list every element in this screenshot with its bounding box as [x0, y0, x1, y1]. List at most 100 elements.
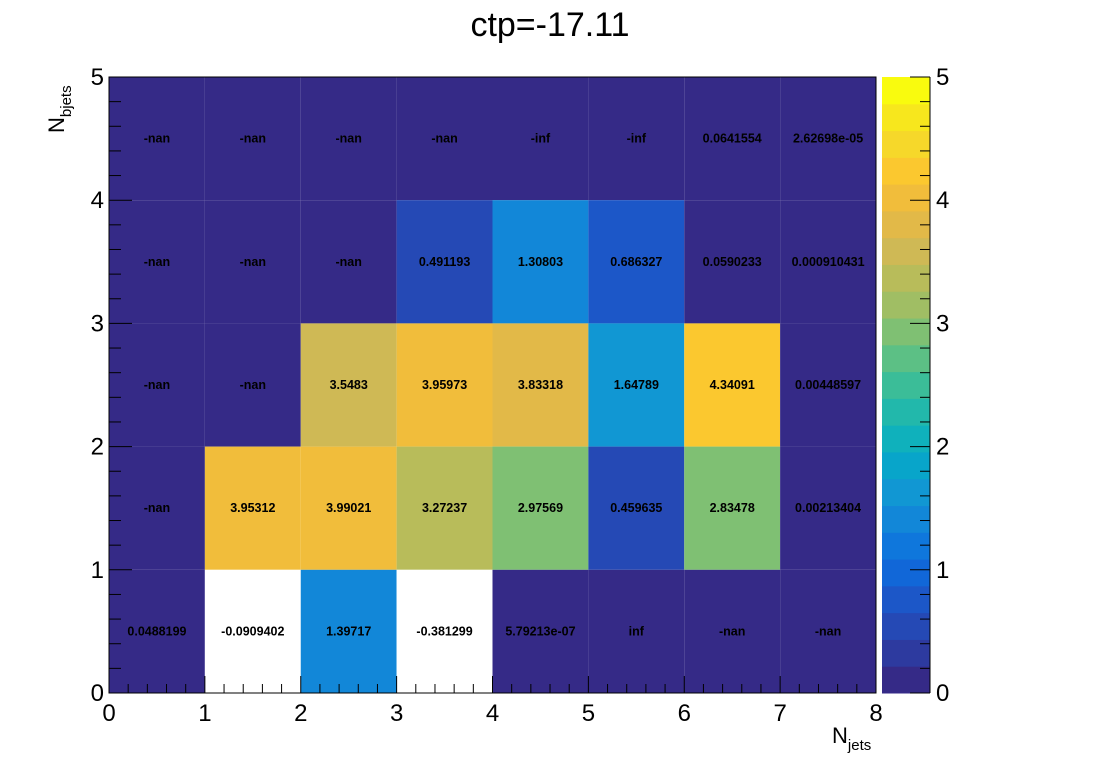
colorbar-swatch — [882, 103, 930, 132]
colorbar-swatch — [882, 77, 930, 105]
x-tick-label: 0 — [102, 700, 115, 727]
heatmap-cell — [109, 323, 205, 447]
x-tick-label: 2 — [294, 700, 307, 727]
cell-value-label: 1.64789 — [614, 378, 659, 392]
cell-value-label: -0.381299 — [416, 624, 472, 638]
colorbar-swatch — [882, 237, 930, 265]
y-tick-label: 0 — [91, 680, 104, 707]
heatmap-cell — [204, 323, 301, 447]
heatmap-cell — [588, 569, 685, 693]
y-axis-label-main: N — [44, 117, 69, 133]
y-axis-label-sub: bjets — [58, 85, 75, 117]
cell-value-label: 1.30803 — [518, 255, 563, 269]
heatmap-cell — [492, 77, 589, 201]
x-axis-label-main: N — [832, 723, 848, 748]
colorbar-swatch — [882, 264, 930, 292]
x-axis-label-sub: jets — [847, 737, 871, 754]
colorbar-swatch — [882, 585, 930, 614]
heatmap-cell — [684, 200, 781, 324]
heatmap-cell — [396, 77, 493, 201]
heatmap-cells — [109, 77, 876, 693]
colorbar-swatch — [882, 130, 930, 158]
heatmap-cell — [588, 323, 685, 447]
cell-value-label: -0.0909402 — [221, 624, 284, 638]
cell-value-label: 0.0590233 — [703, 255, 762, 269]
colorbar-tick-label: 5 — [936, 64, 949, 91]
y-tick-label: 2 — [91, 434, 104, 461]
x-tick-label: 6 — [678, 700, 691, 727]
colorbar-tick-label: 3 — [936, 310, 949, 337]
heatmap-cell — [204, 569, 301, 693]
cell-value-label: -nan — [335, 132, 361, 146]
heatmap-cell — [109, 77, 205, 201]
cell-value-label: 0.000910431 — [792, 255, 865, 269]
x-tick-label: 1 — [198, 700, 211, 727]
colorbar-swatch — [882, 318, 930, 346]
cell-value-label: 0.491193 — [419, 255, 470, 269]
cell-value-label: inf — [629, 624, 645, 638]
heatmap-cell — [588, 77, 685, 201]
heatmap-cell — [109, 446, 205, 570]
cell-value-label: 0.00448597 — [795, 378, 861, 392]
colorbar-tick-label: 4 — [936, 187, 949, 214]
cell-value-label: -nan — [431, 132, 457, 146]
cell-value-label: 4.34091 — [710, 378, 755, 392]
y-tick-label: 4 — [91, 187, 104, 214]
heatmap-cell — [492, 446, 589, 570]
heatmap-cell — [204, 446, 301, 570]
cell-value-label: -nan — [144, 132, 170, 146]
colorbar-swatch — [882, 371, 930, 399]
colorbar-swatch — [882, 184, 930, 212]
heatmap-cell — [588, 446, 685, 570]
heatmap-cell — [300, 569, 397, 693]
heatmap-cell — [492, 323, 589, 447]
x-tick-label: 3 — [390, 700, 403, 727]
colorbar-swatch — [882, 398, 930, 426]
cell-value-label: -nan — [144, 378, 170, 392]
heatmap-cell — [396, 569, 493, 693]
heatmap-cell — [492, 569, 589, 693]
cell-value-label: 3.99021 — [326, 501, 371, 515]
heatmap-cell — [300, 200, 397, 324]
x-tick-label: 8 — [869, 700, 882, 727]
colorbar-axis: 0 1 2 3 4 5 — [910, 64, 949, 707]
y-tick-label: 5 — [91, 64, 104, 91]
heatmap-cell — [780, 77, 876, 201]
colorbar-swatch — [882, 532, 930, 560]
cell-value-label: 5.79213e-07 — [505, 624, 575, 638]
heatmap-cell-labels: -nan -nan -nan -nan -inf -inf 0.0641554 2.62698… — [127, 132, 864, 639]
x-tick-label: 7 — [773, 700, 786, 727]
cell-value-label: -nan — [240, 132, 266, 146]
cell-value-label: -nan — [144, 501, 170, 515]
colorbar-swatch — [882, 559, 930, 587]
heatmap-cell — [204, 200, 301, 324]
heatmap-cell — [684, 446, 781, 570]
cell-value-label: 3.27237 — [422, 501, 467, 515]
x-tick-label: 4 — [486, 700, 499, 727]
cell-value-label: 0.459635 — [610, 501, 662, 515]
cell-value-label: 2.83478 — [710, 501, 755, 515]
y-tick-label: 3 — [91, 310, 104, 337]
heatmap-cell — [396, 323, 493, 447]
cell-value-label: -nan — [144, 255, 170, 269]
cell-value-label: -nan — [815, 624, 841, 638]
heatmap-cell — [109, 200, 205, 324]
cell-value-label: 0.0488199 — [127, 624, 186, 638]
cell-value-label: 0.0641554 — [703, 132, 762, 146]
heatmap-cell — [396, 200, 493, 324]
heatmap-cell — [204, 77, 301, 201]
y-axis-label: Nbjets — [44, 85, 75, 133]
heatmap-cell — [588, 200, 685, 324]
heatmap-cell — [300, 446, 397, 570]
heatmap-cell — [780, 200, 876, 324]
colorbar-tick-label: 1 — [936, 557, 949, 584]
x-tick-label: 5 — [582, 700, 595, 727]
cell-value-label: 0.00213404 — [795, 501, 861, 515]
cell-value-label: 1.39717 — [326, 624, 371, 638]
cell-value-label: -nan — [719, 624, 745, 638]
colorbar — [882, 77, 931, 694]
x-axis: 0 1 2 3 4 5 6 7 8 — [102, 676, 883, 727]
cell-value-label: 0.686327 — [610, 255, 662, 269]
chart-title: ctp=-17.11 — [470, 6, 629, 44]
